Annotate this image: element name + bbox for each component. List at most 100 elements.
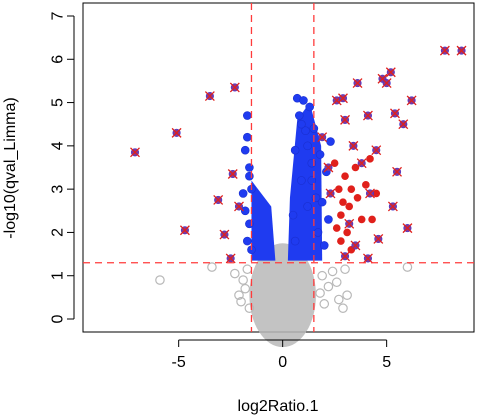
significant-point — [315, 150, 325, 159]
upregulated-point — [332, 224, 341, 232]
significant-point — [238, 189, 248, 198]
significant-point — [290, 145, 300, 155]
top-ranked-cross — [381, 78, 392, 89]
top-ranked-cross — [234, 201, 244, 212]
y-tick-label: 0 — [50, 314, 67, 323]
y-tick-label: 2 — [50, 228, 67, 237]
significant-point — [243, 132, 252, 142]
significant-point — [243, 236, 252, 246]
upregulated-point — [343, 228, 351, 237]
nonsignificant-point — [240, 283, 251, 294]
top-ranked-cross — [323, 162, 334, 173]
significant-point — [305, 102, 314, 112]
top-ranked-cross — [171, 127, 182, 138]
significant-point — [303, 141, 312, 151]
significant-point — [245, 171, 254, 181]
significant-point — [240, 145, 250, 155]
x-axis: -5 0 5 — [172, 339, 391, 371]
upregulated-point — [366, 155, 374, 163]
significant-point — [297, 176, 306, 185]
top-ranked-cross — [362, 110, 373, 121]
significant-point — [313, 228, 323, 237]
upregulated-point — [339, 198, 347, 206]
top-ranked-cross — [219, 229, 230, 240]
threshold-lines — [83, 3, 474, 332]
upregulated-point — [335, 185, 343, 193]
top-ranked-cross — [392, 166, 403, 177]
nonsignificant-point — [317, 270, 327, 281]
top-ranked-cross — [350, 240, 361, 251]
nonsignificant-point — [242, 264, 253, 275]
nonsignificant-point — [402, 262, 413, 272]
significant-point — [297, 119, 306, 129]
upregulated-point — [372, 189, 381, 198]
top-ranked-cross — [439, 45, 450, 56]
top-ranked-cross — [362, 253, 373, 264]
top-ranked-cross — [390, 108, 400, 119]
top-ranked-cross — [456, 45, 467, 56]
upregulated-point — [337, 237, 345, 245]
top-ranked-cross — [338, 93, 348, 104]
nonsignificant-point — [238, 275, 248, 285]
nonsignificant-point — [334, 294, 344, 305]
top-ranked-cross — [371, 145, 382, 156]
significant-point — [307, 176, 317, 185]
top-ranked-cross — [348, 140, 359, 151]
top-ranked-cross — [325, 188, 336, 199]
top-ranked-cross — [352, 78, 363, 89]
y-axis-label: -log10(qval_Limma) — [2, 97, 19, 238]
top-ranked-cross — [344, 218, 355, 229]
top-ranked-cross — [385, 67, 396, 78]
significant-point — [301, 126, 310, 136]
top-ranked-cross — [387, 201, 398, 212]
nonsignificant-point — [234, 290, 244, 301]
significant-point — [326, 137, 335, 146]
y-tick-label: 4 — [50, 141, 67, 150]
significant-point — [307, 158, 317, 168]
significant-point — [290, 236, 300, 246]
upregulated-point — [347, 185, 356, 193]
top-ranked-cross — [130, 147, 140, 158]
upregulated-point — [351, 163, 360, 172]
x-tick-label: 0 — [278, 354, 287, 371]
nonsignificant-point — [327, 266, 338, 277]
upregulated-point — [357, 215, 366, 224]
nonsignificant-point — [340, 264, 350, 275]
x-tick-label: -5 — [172, 354, 186, 371]
nonsignificant-point — [331, 277, 342, 288]
upregulated-point — [337, 211, 345, 219]
significant-point — [245, 163, 254, 172]
top-ranked-cross — [373, 233, 384, 244]
upregulated-point — [330, 159, 339, 167]
y-tick-label: 7 — [50, 11, 67, 20]
top-ranked-cross — [229, 82, 240, 93]
nonsignificant-point — [207, 262, 217, 272]
upregulated-point — [362, 181, 370, 189]
x-tick-label: 5 — [382, 354, 391, 371]
significant-point — [245, 219, 254, 229]
nonsignificant-point — [338, 303, 348, 313]
top-ranked-cross — [213, 195, 224, 205]
top-ranked-cross — [317, 132, 328, 143]
upregulated-point — [368, 215, 376, 224]
upregulated-point — [345, 202, 354, 211]
nonsignificant-cloud — [249, 243, 316, 348]
top-ranked-cross — [398, 119, 409, 130]
nonsignificant-point — [342, 290, 352, 301]
significant-point — [319, 241, 329, 250]
top-ranked-cross — [204, 91, 215, 102]
significant-point — [317, 197, 327, 207]
x-axis-label: log2Ratio.1 — [238, 398, 319, 415]
y-tick-label: 3 — [50, 185, 67, 194]
top-ranked-cross — [365, 188, 375, 199]
significant-region-left — [251, 180, 276, 261]
significant-point — [324, 215, 333, 224]
significant-point — [303, 202, 312, 211]
significant-point — [299, 96, 308, 105]
nonsignificant-point — [236, 296, 246, 307]
upregulated-point — [353, 194, 362, 202]
nonsignificant-point — [230, 268, 240, 279]
y-axis: 0 1 2 3 4 5 6 7 — [50, 11, 75, 323]
significant-point — [243, 111, 252, 120]
